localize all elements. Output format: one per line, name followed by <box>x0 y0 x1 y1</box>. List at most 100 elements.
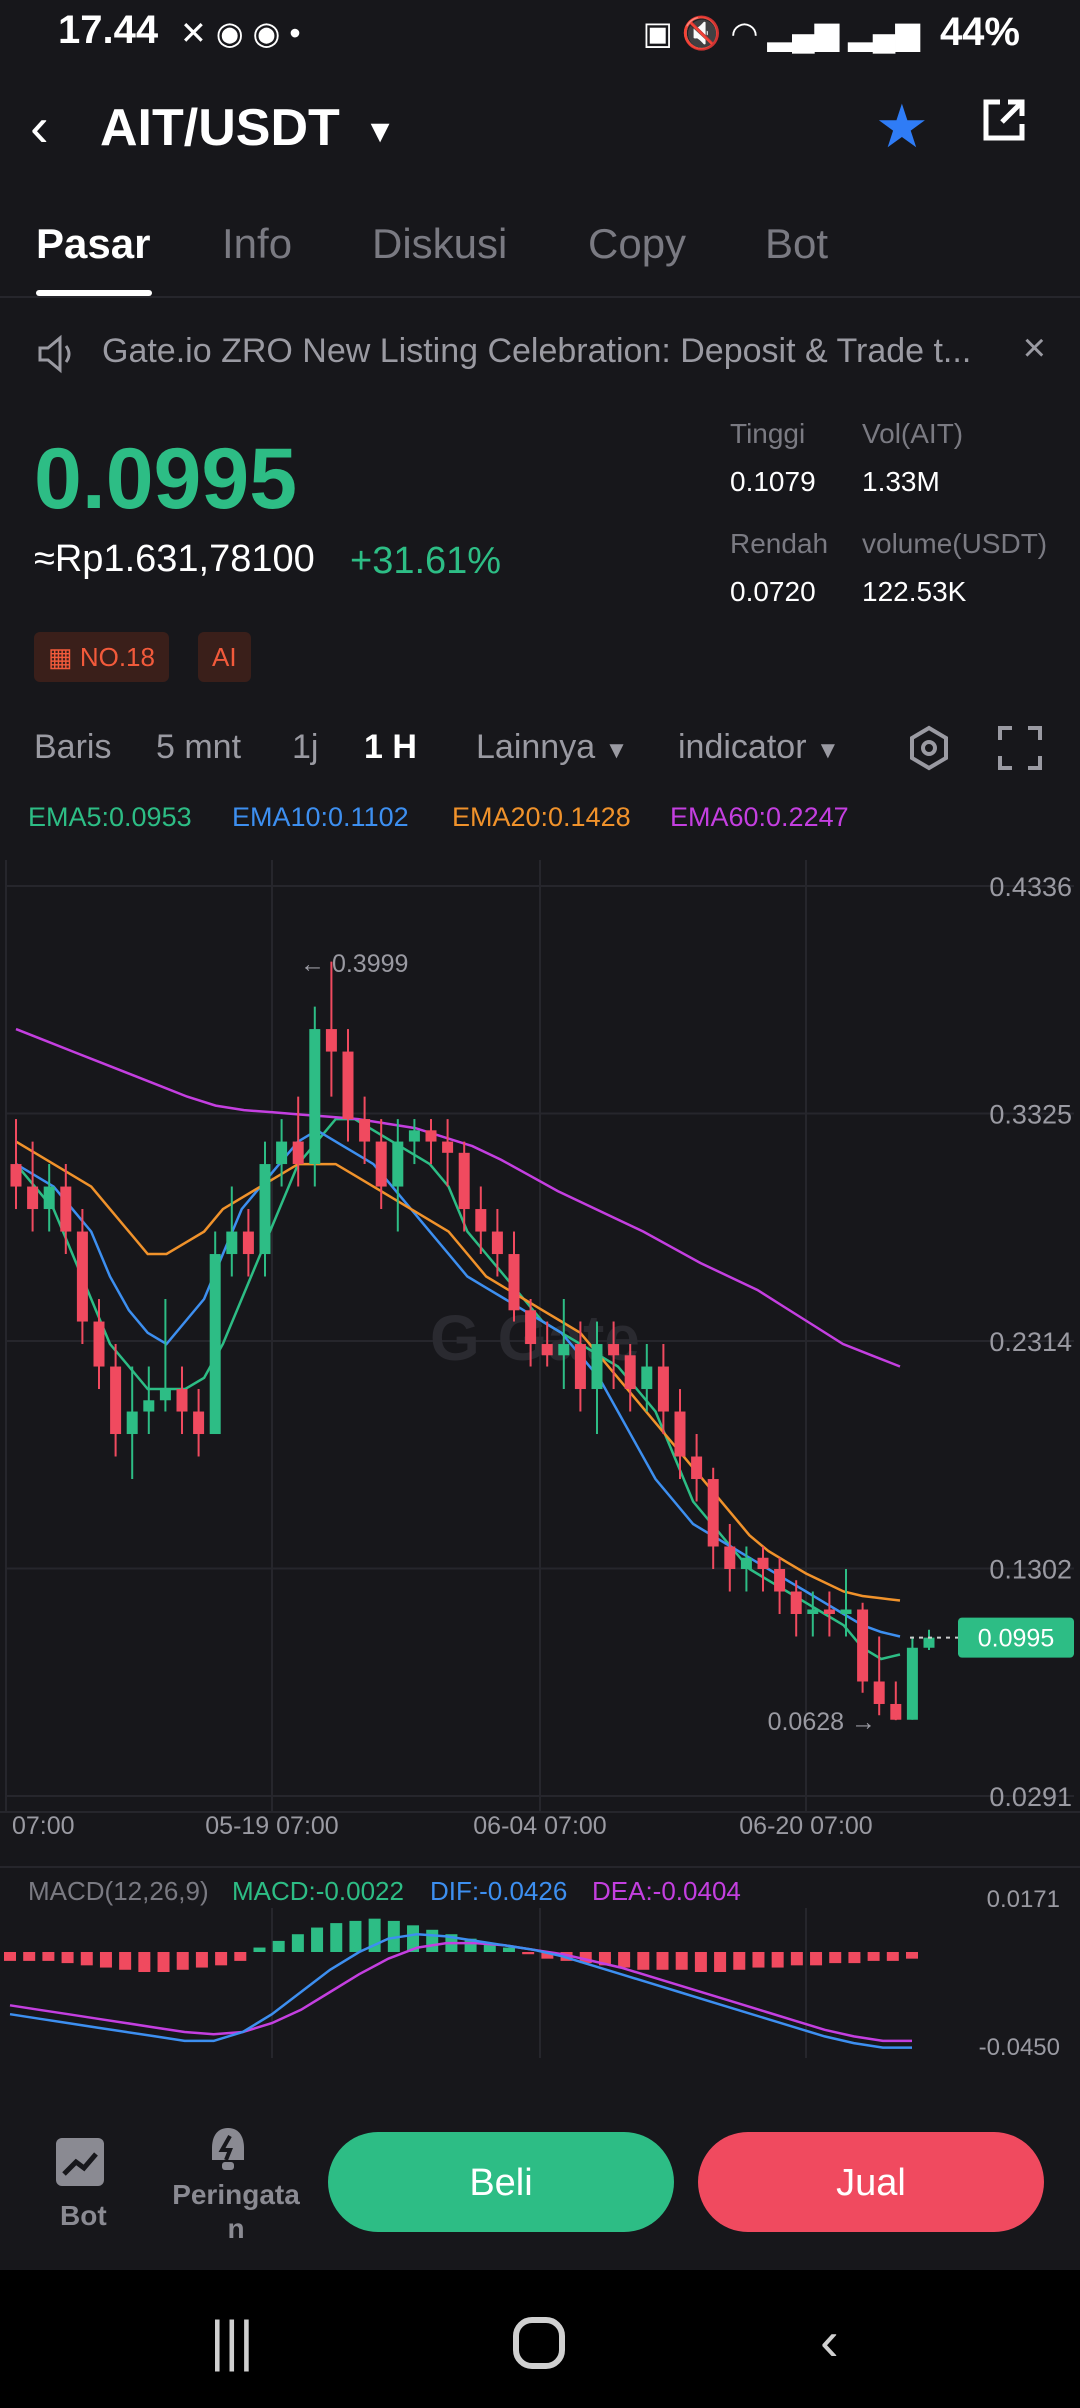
announcement-banner[interactable]: Gate.io ZRO New Listing Celebration: Dep… <box>36 326 1046 386</box>
chevron-down-icon: ▼ <box>364 112 396 149</box>
macd-histogram-bar <box>349 1920 362 1952</box>
candle-body <box>159 1389 171 1401</box>
candle-body <box>774 1569 786 1592</box>
low-value: 0.0720 <box>730 576 816 607</box>
back-icon[interactable]: ‹ <box>30 95 49 158</box>
y-tick-label: 0.2314 <box>989 1327 1072 1357</box>
home-icon[interactable] <box>512 2316 566 2370</box>
macd-histogram-bar <box>829 1952 842 1964</box>
macd-histogram-bar <box>886 1952 899 1961</box>
chart-settings-icon[interactable] <box>905 724 953 772</box>
tab-info[interactable]: Info <box>222 220 293 267</box>
candle-body <box>558 1344 570 1356</box>
candle-body <box>342 1051 354 1120</box>
macd-histogram-bar <box>675 1952 688 1970</box>
candle-body <box>608 1344 620 1356</box>
candle-body <box>60 1186 72 1232</box>
candle-body <box>541 1344 553 1356</box>
tab-pasar[interactable]: Pasar <box>36 220 151 267</box>
candle-body <box>591 1344 603 1390</box>
macd-params: MACD(12,26,9) <box>28 1876 209 1906</box>
macd-histogram-bar <box>157 1952 170 1972</box>
macd-histogram-bar <box>234 1952 247 1961</box>
macd-histogram-bar <box>253 1947 266 1952</box>
alert-label[interactable]: Peringata n <box>172 2179 300 2244</box>
x-tick-label: 06-04 07:00 <box>473 1812 606 1840</box>
candle-body <box>906 1647 918 1720</box>
macd-histogram-bar <box>810 1952 823 1966</box>
favorite-star-icon[interactable]: ★ <box>875 93 929 160</box>
y-tick-label: 0.4336 <box>989 872 1072 902</box>
bot-button[interactable] <box>52 2134 116 2194</box>
macd-histogram-bar <box>733 1952 746 1970</box>
fullscreen-icon[interactable] <box>998 726 1042 770</box>
low-marker: 0.0628 → <box>768 1708 876 1736</box>
last-price-tag <box>958 1617 1074 1658</box>
dif-value: DIF:-0.0426 <box>430 1876 568 1906</box>
close-icon[interactable]: × <box>1022 326 1046 370</box>
macd-chart <box>4 1908 918 2058</box>
candle-body <box>375 1141 387 1187</box>
candle-body <box>691 1456 703 1480</box>
announcement-text: Gate.io ZRO New Listing Celebration: Dep… <box>102 332 972 370</box>
candle-body <box>242 1231 254 1255</box>
signal-icons: ▣ 🔇 ◠ ▂▄▆ ▂▄▆ <box>642 15 920 51</box>
candle-body <box>359 1119 371 1142</box>
high-value: 0.1079 <box>730 466 816 497</box>
macd-histogram-bar <box>99 1952 112 1968</box>
vol-quote-value: 122.53K <box>862 576 967 607</box>
interval-baris[interactable]: Baris <box>34 728 112 766</box>
status-bar: 17.44 ✕ ◉ ◉ • ▣ 🔇 ◠ ▂▄▆ ▂▄▆ 44% <box>0 0 1080 68</box>
macd-histogram-bar <box>848 1952 861 1964</box>
dea-line <box>9 1941 912 2043</box>
bot-label[interactable]: Bot <box>60 2200 107 2231</box>
battery-level: 44% <box>939 10 1020 54</box>
pair-selector[interactable]: AIT/USDT ▼ <box>100 98 396 158</box>
interval-1j[interactable]: 1j <box>292 728 319 766</box>
macd-histogram-bar <box>541 1952 554 1959</box>
ema5-label: EMA5:0.0953 <box>28 802 192 832</box>
candle-body <box>325 1029 337 1052</box>
back-nav-icon[interactable]: ‹ <box>820 2309 839 2372</box>
macd-top-tick: 0.0171 <box>986 1886 1060 1913</box>
candle-body <box>425 1130 437 1142</box>
caret-down-icon: ▼ <box>604 737 629 764</box>
candle-body <box>309 1029 321 1165</box>
sell-button[interactable]: Jual <box>698 2132 1044 2232</box>
ema5-line <box>15 1117 901 1661</box>
recent-apps-icon[interactable]: ||| <box>210 2309 254 2372</box>
candle-body <box>491 1231 503 1255</box>
tab-copy[interactable]: Copy <box>588 220 687 267</box>
y-tick-label: 0.1302 <box>989 1555 1072 1585</box>
candle-body <box>840 1609 852 1614</box>
macd-histogram-bar <box>311 1927 324 1952</box>
y-tick-label: 0.0291 <box>989 1782 1072 1812</box>
candle-body <box>475 1209 487 1232</box>
ema20-label: EMA20:0.1428 <box>452 802 631 832</box>
more-intervals-dropdown[interactable]: Lainnya ▼ <box>476 728 629 766</box>
tab-bot[interactable]: Bot <box>765 220 829 267</box>
candle-body <box>657 1366 669 1412</box>
interval-5m[interactable]: 5 mnt <box>156 728 242 766</box>
market-tabs: Pasar Info Diskusi Copy Bot <box>0 210 1080 298</box>
candle-body <box>740 1557 752 1570</box>
fiat-price: ≈Rp1.631,78100 <box>34 538 315 580</box>
tab-diskusi[interactable]: Diskusi <box>372 220 508 267</box>
rank-badge[interactable]: ▦ NO.18 <box>34 632 169 682</box>
indicator-dropdown[interactable]: indicator ▼ <box>678 728 840 766</box>
macd-histogram-bar <box>80 1952 93 1966</box>
candle-body <box>226 1231 238 1255</box>
buy-button[interactable]: Beli <box>328 2132 674 2232</box>
interval-1h[interactable]: 1 H <box>364 728 417 766</box>
candle-body <box>442 1141 454 1153</box>
candle-body <box>209 1254 221 1435</box>
chart-icon: ▦ <box>48 642 73 672</box>
dea-value: DEA:-0.0404 <box>592 1876 741 1906</box>
system-nav-bar: ||| ‹ <box>0 2270 1080 2408</box>
category-badge[interactable]: AI <box>198 632 251 682</box>
candle-body <box>508 1254 520 1311</box>
candle-body <box>10 1164 22 1187</box>
alert-button[interactable] <box>200 2122 264 2182</box>
external-link-icon[interactable] <box>980 96 1028 144</box>
